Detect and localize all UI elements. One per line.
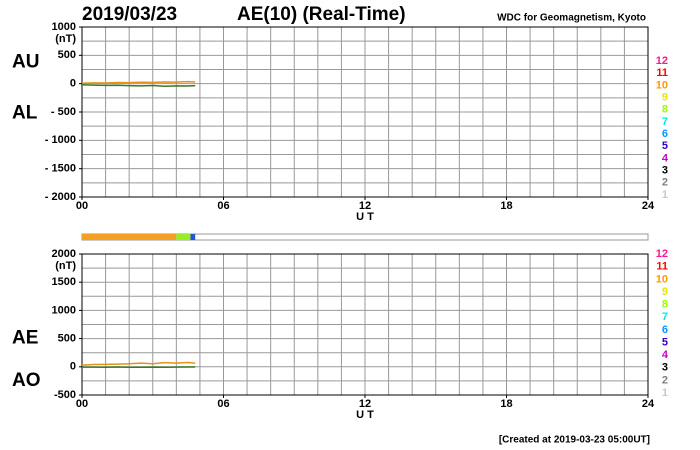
y-tick-label: 500 [58, 333, 76, 345]
series-label: AL [12, 103, 38, 124]
y-unit: (nT) [55, 33, 76, 45]
station-count-label: 11 [656, 261, 668, 273]
station-bar-segment [190, 234, 196, 240]
x-axis-label: U T [356, 211, 374, 223]
y-tick-label: - 1000 [45, 134, 76, 146]
y-tick-label: - 2000 [45, 191, 76, 203]
station-count-label: 4 [662, 349, 669, 361]
series-label: AO [12, 370, 41, 391]
station-count-label: 6 [662, 324, 668, 336]
y-tick-label: 0 [70, 361, 76, 373]
series-line [81, 361, 196, 366]
station-count-label: 3 [662, 362, 668, 374]
station-count-label: 1 [662, 189, 668, 201]
y-tick-label: 1000 [52, 21, 76, 33]
station-count-label: 8 [662, 104, 668, 116]
footer: [Created at 2019-03-23 05:00UT] [499, 435, 650, 446]
station-count-label: 2 [662, 177, 668, 189]
station-count-label: 4 [662, 152, 669, 164]
station-bar-segment [82, 234, 177, 240]
series-label: AE [12, 328, 38, 349]
station-count-label: 5 [662, 336, 668, 348]
x-tick-label: 06 [217, 398, 229, 410]
series-label: AU [12, 52, 39, 73]
y-tick-label: -500 [54, 389, 76, 401]
x-tick-label: 00 [76, 200, 88, 212]
station-count-label: 8 [662, 299, 668, 311]
x-tick-label: 12 [359, 200, 371, 212]
station-count-label: 6 [662, 128, 668, 140]
source: WDC for Geomagnetism, Kyoto [497, 13, 646, 24]
station-count-label: 3 [662, 165, 668, 177]
station-count-label: 10 [656, 273, 668, 285]
x-tick-label: 24 [642, 200, 655, 212]
station-count-label: 5 [662, 140, 668, 152]
y-tick-label: - 1500 [45, 163, 76, 175]
x-tick-label: 24 [642, 398, 655, 410]
x-tick-label: 12 [359, 398, 371, 410]
station-count-label: 12 [656, 55, 668, 67]
station-count-label: 9 [662, 286, 668, 298]
station-count-label: 10 [656, 79, 668, 91]
y-unit: (nT) [55, 260, 76, 272]
x-tick-label: 00 [76, 398, 88, 410]
x-tick-label: 18 [500, 200, 512, 212]
y-tick-label: 500 [58, 49, 76, 61]
x-axis-label: U T [356, 409, 374, 421]
y-tick-label: 1500 [52, 276, 76, 288]
station-count-label: 7 [662, 116, 668, 128]
station-count-label: 12 [656, 248, 668, 260]
station-count-label: 9 [662, 91, 668, 103]
x-tick-label: 06 [217, 200, 229, 212]
series-line [81, 84, 196, 87]
station-count-label: 2 [662, 374, 668, 386]
series-line [81, 80, 196, 84]
y-tick-label: 1000 [52, 304, 76, 316]
station-bar-segment [176, 234, 191, 240]
y-tick-label: 2000 [52, 248, 76, 260]
date: 2019/03/23 [82, 4, 177, 25]
station-count-label: 11 [656, 67, 668, 79]
x-tick-label: 18 [500, 398, 512, 410]
station-count-label: 1 [662, 387, 668, 399]
title: AE(10) (Real-Time) [237, 4, 406, 25]
y-tick-label: - 500 [51, 106, 76, 118]
y-tick-label: 0 [70, 78, 76, 90]
station-count-label: 7 [662, 311, 668, 323]
